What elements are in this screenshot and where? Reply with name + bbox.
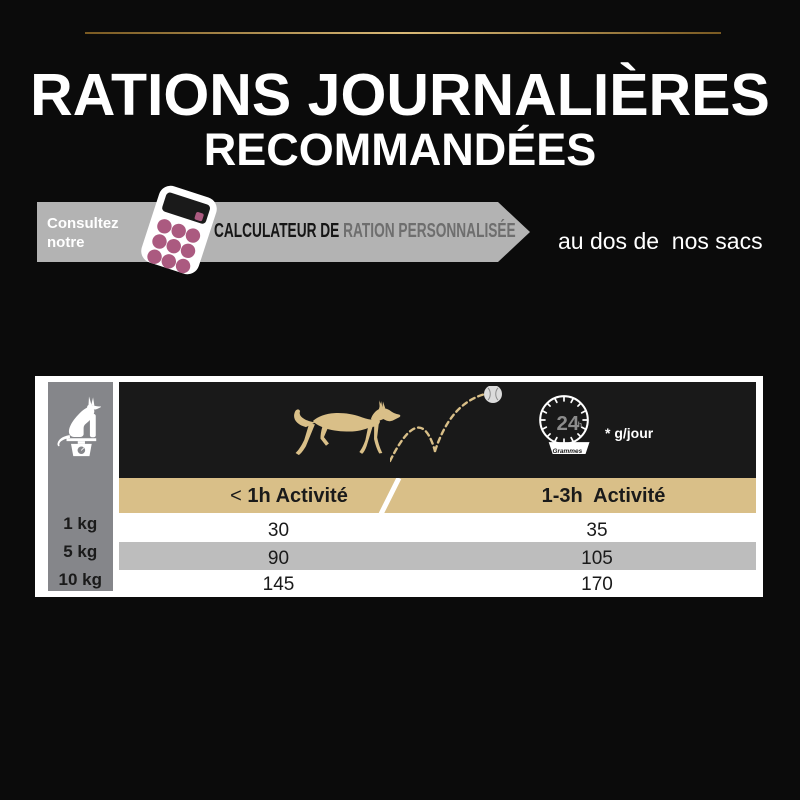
svg-text:h: h — [578, 420, 583, 429]
svg-text:24: 24 — [557, 413, 580, 435]
svg-text:Grammes: Grammes — [552, 448, 582, 454]
